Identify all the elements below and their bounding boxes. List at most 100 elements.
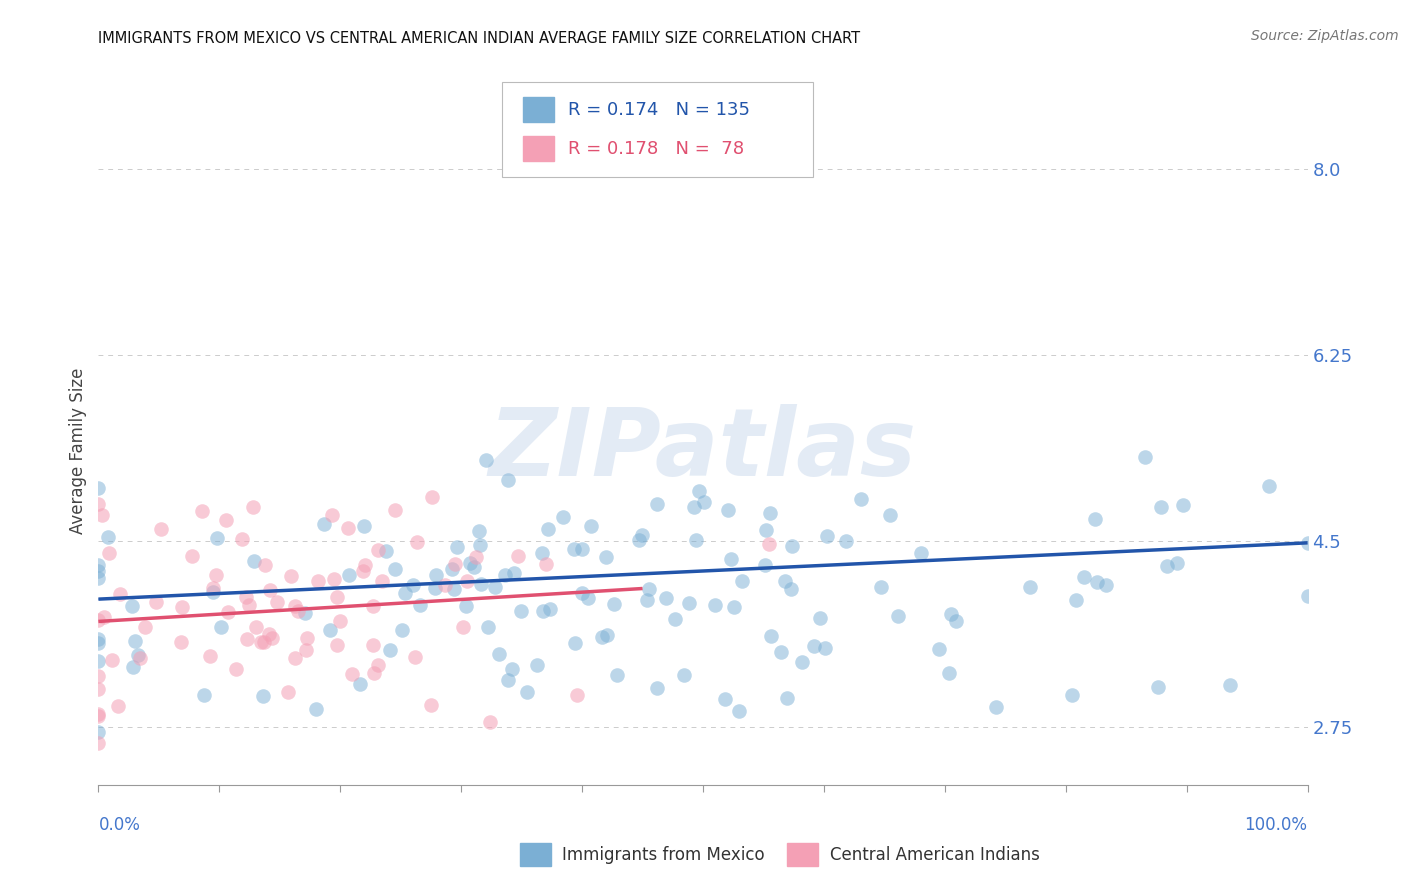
Point [636,593,658,607]
Point [780,582,803,596]
Point [731,574,754,589]
Point [253,558,276,573]
Point [1150,500,1173,514]
Point [851,491,873,506]
Point [87,632,110,647]
Point [193,688,215,702]
Text: 100.0%: 100.0% [1244,816,1308,834]
Point [538,602,561,616]
Point [170,600,193,615]
Point [214,513,236,527]
Point [503,566,526,581]
Point [1147,680,1170,694]
Point [468,538,491,552]
Point [581,519,603,533]
Point [595,549,617,564]
Point [664,612,686,626]
Text: ZIPatlas: ZIPatlas [489,404,917,497]
Point [305,702,328,716]
Point [465,549,488,564]
Point [217,606,239,620]
Point [107,698,129,713]
Point [688,483,710,498]
Point [352,564,374,578]
Point [759,506,782,520]
Point [243,554,266,568]
Point [596,628,619,642]
Point [124,634,146,648]
Point [337,567,360,582]
Point [602,597,624,611]
Point [869,580,891,594]
Point [87,736,110,750]
Point [252,689,274,703]
Point [814,641,837,656]
Point [463,560,485,574]
Point [404,650,426,665]
Point [391,624,413,638]
Point [1084,512,1107,526]
Point [266,595,288,609]
Point [402,578,425,592]
Y-axis label: Average Family Size: Average Family Size [69,368,87,533]
Point [284,650,307,665]
Point [723,599,745,614]
Point [496,673,519,687]
Point [127,648,149,663]
Point [238,598,260,612]
Point [134,620,156,634]
Point [202,581,225,595]
Point [361,599,384,613]
Point [1219,678,1241,692]
Text: 0.0%: 0.0% [98,816,141,834]
Point [984,700,1007,714]
Point [887,609,910,624]
Point [319,623,342,637]
Point [713,692,735,706]
Point [803,639,825,653]
Point [770,645,793,659]
Point [371,574,394,588]
Point [938,666,960,681]
Point [508,549,530,563]
Point [108,587,131,601]
Point [1064,593,1087,607]
Point [475,453,498,467]
Point [685,533,707,548]
Point [384,562,406,576]
Point [423,581,446,595]
Point [100,653,122,667]
Point [443,582,465,596]
Point [361,638,384,652]
Point [728,704,751,718]
Point [531,604,554,618]
Point [283,599,305,614]
Point [1060,688,1083,702]
Point [225,662,247,676]
Point [420,698,443,713]
Point [87,497,110,511]
Point [647,497,669,511]
Point [367,542,389,557]
Point [562,542,585,557]
Point [678,596,700,610]
Point [329,614,352,628]
Point [498,473,520,487]
Point [277,685,299,699]
Point [294,606,316,620]
Point [720,552,742,566]
Point [456,599,478,614]
Point [87,654,110,668]
Point [571,542,593,557]
Point [326,638,349,652]
Point [645,681,668,695]
Point [245,620,267,634]
Point [367,657,389,672]
Point [97,546,120,560]
Point [470,577,492,591]
Point [170,634,193,648]
Text: IMMIGRANTS FROM MEXICO VS CENTRAL AMERICAN INDIAN AVERAGE FAMILY SIZE CORRELATIO: IMMIGRANTS FROM MEXICO VS CENTRAL AMERIC… [98,31,860,46]
Point [198,648,221,663]
Point [405,535,427,549]
Point [761,629,783,643]
